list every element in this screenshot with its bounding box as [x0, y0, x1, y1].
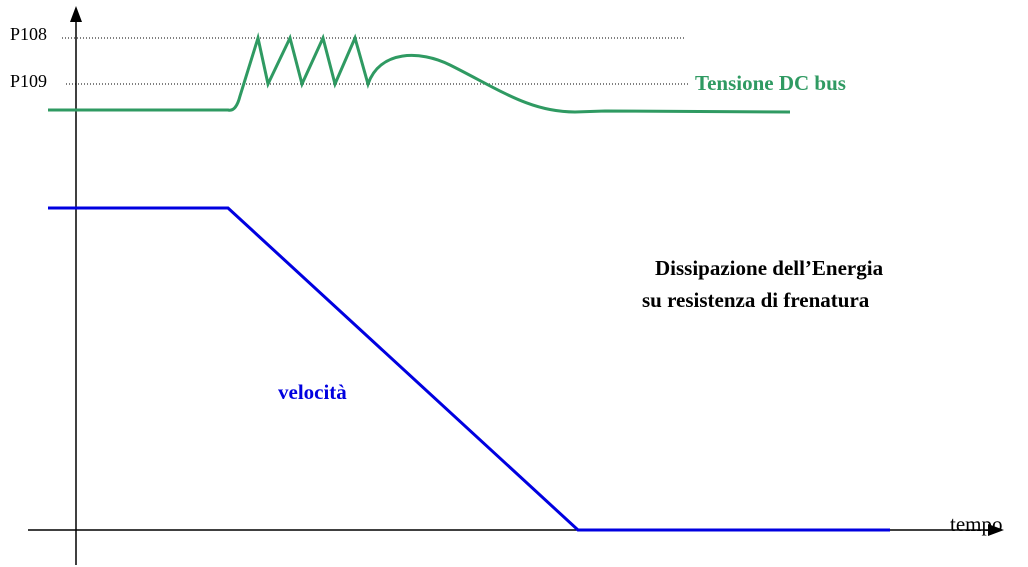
energy-label-1: Dissipazione dell’Energia: [655, 256, 884, 280]
time-label: tempo: [950, 512, 1003, 536]
y-axis-arrow: [70, 6, 82, 22]
dc-bus-label: Tensione DC bus: [695, 71, 846, 95]
energy-label-2: su resistenza di frenatura: [642, 288, 870, 312]
x-axis-arrow: [988, 524, 1004, 536]
p108-label: P108: [10, 24, 47, 44]
p109-label: P109: [10, 71, 47, 91]
speed-curve: [48, 206, 890, 532]
speed-label: velocità: [278, 380, 347, 404]
dc-bus-curve: [48, 32, 791, 114]
